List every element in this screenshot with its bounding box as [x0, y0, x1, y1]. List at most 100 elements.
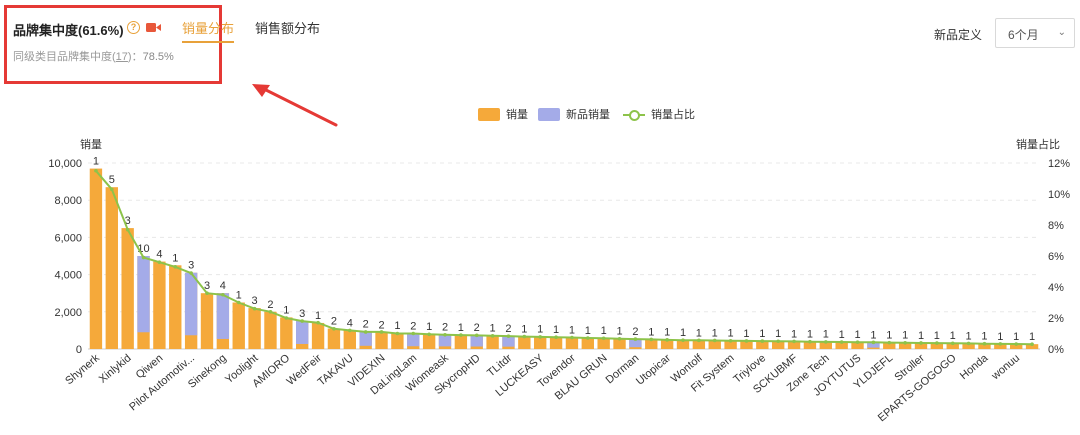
bar-count-label: 1: [569, 324, 575, 336]
share-point: [982, 341, 987, 346]
new-sales-bar: [470, 335, 483, 347]
bar-count-label: 1: [775, 328, 781, 340]
y-right-tick-label: 8%: [1048, 220, 1064, 232]
share-point: [744, 339, 749, 343]
tab-sales-amount[interactable]: 销售额分布: [255, 21, 321, 36]
y-right-tick-label: 2%: [1048, 313, 1064, 325]
share-point: [855, 340, 860, 344]
share-point: [649, 337, 654, 342]
bar-count-label: 1: [759, 328, 765, 340]
bar-count-label: 1: [712, 327, 718, 339]
sales-bar: [375, 332, 388, 349]
tab-sales-volume[interactable]: 销量分布: [182, 18, 235, 43]
bar-count-label: 1: [823, 329, 829, 341]
sales-bar: [121, 228, 134, 349]
bar-count-label: 1: [172, 252, 178, 264]
bar-count-label: 1: [585, 325, 591, 337]
sales-bar: [898, 342, 912, 349]
legend-sales[interactable]: 销量: [478, 106, 528, 122]
sales-bar: [343, 330, 356, 349]
x-tick-label: wonuu: [989, 352, 1022, 383]
y-left-tick-label: 2,000: [54, 307, 82, 319]
share-point: [617, 336, 622, 341]
bar-count-label: 2: [378, 319, 384, 331]
brand-sales-chart: 0 2,000 4,000 6,000 8,000 10,000 0% 2% 4% 6% 8% 10%…: [48, 156, 1070, 425]
share-point: [379, 330, 384, 334]
sales-bar: [486, 335, 499, 349]
bar-count-label: 2: [410, 321, 416, 333]
share-point: [1030, 342, 1034, 346]
bar-count-label: 1: [807, 329, 813, 341]
sales-bar: [597, 338, 610, 349]
share-point: [506, 334, 511, 338]
bar-count-label: 1: [616, 326, 622, 338]
bar-count-label: 1: [664, 327, 670, 339]
x-tick-label: Utopicar: [634, 352, 673, 388]
bar-count-label: 3: [252, 295, 258, 307]
new-product-period-select[interactable]: 6个月 ⌄: [995, 18, 1075, 48]
new-sales-bar: [502, 335, 515, 347]
select-value: 6个月: [1008, 28, 1039, 42]
bar-count-label: 3: [204, 280, 210, 292]
peer-count-link[interactable]: 17: [115, 51, 128, 63]
bar-count-label: 1: [886, 329, 892, 341]
peer-concentration-value: 78.5%: [142, 51, 174, 63]
bar-count-label: 1: [1029, 331, 1035, 343]
brand-concentration-title: 品牌集中度(61.6%): [13, 23, 124, 38]
new-sales-bar: [438, 334, 452, 347]
bar-count-label: 1: [839, 329, 845, 341]
sales-bar: [518, 336, 531, 349]
share-point: [601, 336, 606, 341]
sales-bar: [708, 340, 721, 349]
sales-bar: [454, 334, 468, 349]
new-sales-bar: [296, 321, 309, 344]
bar-count-label: 1: [521, 323, 527, 335]
share-point: [919, 341, 923, 345]
share-point: [760, 339, 765, 343]
new-sales-bar: [407, 333, 420, 347]
bar-count-label: 1: [791, 328, 797, 340]
video-icon[interactable]: [146, 22, 161, 33]
y-right-tick-label: 4%: [1048, 282, 1064, 294]
share-point: [586, 336, 590, 340]
bar-count-label: 2: [442, 321, 448, 333]
legend-share[interactable]: 销量占比: [623, 106, 695, 122]
sales-bar: [803, 341, 817, 349]
sales-bar: [327, 328, 341, 349]
legend-new-sales[interactable]: 新品销量: [538, 106, 610, 122]
bar-count-label: 1: [458, 322, 464, 334]
bar-count-label: 1: [648, 326, 654, 338]
share-point: [459, 333, 463, 337]
y-left-tick-label: 4,000: [54, 270, 82, 282]
bar-count-label: 3: [299, 308, 305, 320]
bar-count-label: 4: [156, 249, 162, 261]
sales-bar: [962, 343, 975, 349]
help-icon[interactable]: ?: [127, 21, 140, 34]
share-point: [300, 319, 305, 323]
share-point: [316, 320, 320, 325]
sales-bar: [772, 341, 785, 349]
share-point: [443, 332, 447, 337]
share-point: [411, 331, 416, 336]
y-right-tick-label: 6%: [1048, 251, 1064, 263]
bar-count-label: 2: [632, 326, 638, 338]
new-product-definition-label: 新品定义: [934, 28, 983, 42]
bar-count-label: 1: [537, 324, 543, 336]
sales-bar: [613, 338, 626, 349]
sales-bar: [264, 311, 277, 349]
share-point: [824, 340, 828, 344]
share-point: [157, 260, 162, 264]
share-point: [268, 310, 273, 314]
sales-bar: [89, 168, 103, 349]
share-point: [427, 332, 431, 337]
sales-bar: [1010, 343, 1023, 349]
sales-bar: [280, 317, 293, 349]
peer-concentration-text: 同级类目品牌集中度(17)：78.5%: [13, 48, 174, 64]
share-point: [839, 340, 844, 344]
share-point: [697, 338, 701, 343]
share-point: [998, 342, 1003, 346]
bar-count-label: 1: [236, 290, 242, 302]
bar-count-label: 1: [997, 331, 1003, 343]
y-left-tick-label: 8,000: [54, 195, 82, 207]
legend-new-sales-swatch: [538, 107, 560, 121]
